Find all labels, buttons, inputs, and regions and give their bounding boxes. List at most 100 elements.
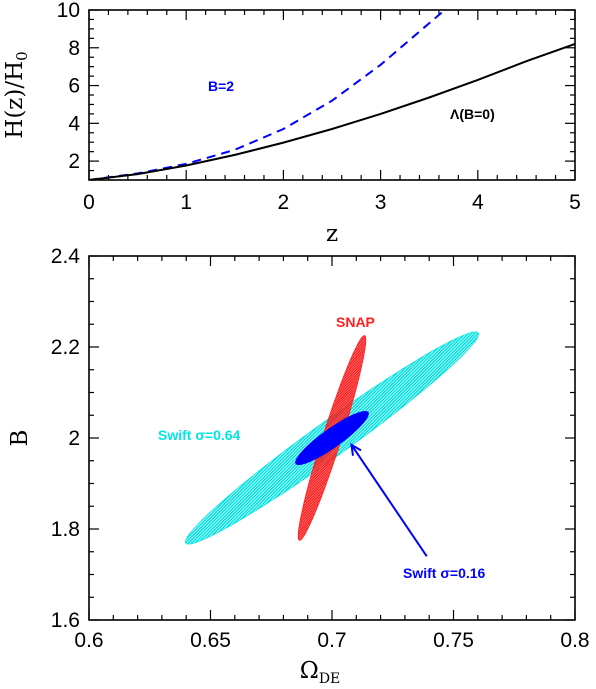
y-tick-label: 8 [68,37,80,60]
hatch-line [374,188,596,688]
hatch-line [185,331,479,545]
hatch-line [363,331,479,545]
hatch-line [263,331,479,545]
top-x-axis-title: z [326,221,338,247]
hatch-line [298,335,366,541]
hatch-line [343,331,479,545]
hatch-line [340,331,479,545]
hatch-line [0,188,294,688]
hatch-line [185,331,292,545]
hatch-line [298,335,366,541]
hatch-line [372,331,479,545]
hatch-line [334,335,366,541]
hatch-line [298,335,366,541]
hatch-line [196,331,479,545]
hatch-line [298,335,366,541]
hatch-line [185,331,479,545]
hatch-line [349,335,366,541]
arrow-swift-0.16 [350,444,428,557]
hatch-line [462,331,479,545]
hatch-line [337,331,479,545]
x-tick-label: 3 [375,191,387,214]
top-xtick-labels: 0 1 2 3 4 5 [83,191,581,214]
hatch-line [185,331,314,545]
hatch-line [185,331,479,545]
hatch-line [478,331,479,545]
hatch-line [368,188,596,688]
hatch-line [185,331,308,545]
hatch-line [298,335,366,541]
hatch-line [0,188,291,688]
hatch-line [359,331,479,545]
hatch-line [185,331,305,545]
hatch-line [298,335,366,541]
hatch-line [468,331,479,545]
hatch-line [298,335,366,541]
region-outline [184,331,480,545]
hatch-line [298,335,303,541]
y-tick-label: 2.2 [51,336,80,359]
hatch-line [321,331,479,545]
hatch-line [0,188,289,688]
hatch-line [298,335,310,541]
series-label-lambda: Λ(B=0) [450,106,495,122]
bottom-xtick-labels: 0.6 0.65 0.7 0.75 0.8 [74,629,589,652]
hatch-line [298,335,366,541]
hatch-line [212,331,479,545]
hatch-line [185,331,479,545]
y-tick-label: 10 [57,0,80,22]
hatch-line [298,335,366,541]
hatch-line [298,335,366,541]
hatch-line [185,331,311,545]
x-tick-label: 0.65 [190,629,231,652]
hatch-line [385,331,479,545]
hatch-line [298,335,366,541]
hatch-line [185,331,479,545]
hatch-line [298,335,366,541]
hatch-line [298,335,366,541]
region-swift-0.16 [295,410,369,466]
series-label-b2: B=2 [208,78,234,94]
hatch-line [384,188,596,688]
hatch-line [298,335,366,541]
hatch-line [305,335,366,541]
hatch-line [298,335,366,541]
hatch-line [0,188,286,688]
hatch-line [298,335,366,541]
bottom-y-axis-title: B [7,430,33,447]
hatch-line [298,335,366,541]
x-tick-label: 0.6 [74,629,103,652]
hatch-line [341,335,366,541]
hatch-line [379,188,596,688]
hatch-line [376,188,596,688]
hatch-line [185,331,479,545]
hatch-line [244,331,479,545]
hatch-line [298,335,366,541]
hatch-line [238,331,479,545]
hatch-line [185,331,479,545]
y-tick-label: 1.8 [51,518,80,541]
hatch-line [331,335,366,541]
hatch-line [347,335,366,541]
bottom-x-axis-title-main: Ω [300,658,319,684]
hatch-line [206,331,479,545]
y-tick-label: 2 [68,427,80,450]
hatch-line [298,335,366,541]
hatch-line [185,331,298,545]
hatch-line [298,335,366,541]
y-tick-label: 2 [68,150,80,173]
hatch-line [187,331,479,545]
hatch-line [185,331,479,545]
x-tick-label: 5 [569,191,581,214]
hatch-line [298,335,366,541]
top-ticks [88,9,576,181]
annotation-swift-0.64: Swift σ=0.64 [158,427,241,443]
x-tick-label: 4 [472,191,484,214]
hatch-line [375,331,479,545]
hatch-line [334,331,479,545]
hatch-line [298,335,366,541]
hatch-line [327,331,479,545]
hatch-line [353,331,479,545]
hatch-line [298,335,366,541]
bottom-x-axis-title: ΩDE [300,658,341,687]
